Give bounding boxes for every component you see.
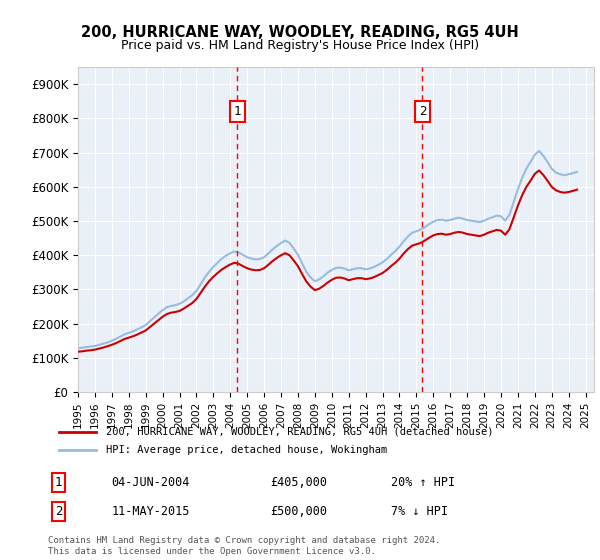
Text: Contains HM Land Registry data © Crown copyright and database right 2024.
This d: Contains HM Land Registry data © Crown c…: [48, 536, 440, 556]
Text: 200, HURRICANE WAY, WOODLEY, READING, RG5 4UH (detached house): 200, HURRICANE WAY, WOODLEY, READING, RG…: [106, 427, 494, 437]
Text: HPI: Average price, detached house, Wokingham: HPI: Average price, detached house, Woki…: [106, 445, 388, 455]
Text: 2: 2: [419, 105, 426, 118]
Text: 04-JUN-2004: 04-JUN-2004: [112, 477, 190, 489]
Text: £500,000: £500,000: [270, 505, 327, 517]
Text: 1: 1: [55, 477, 62, 489]
Text: £405,000: £405,000: [270, 477, 327, 489]
Text: 1: 1: [233, 105, 241, 118]
Text: Price paid vs. HM Land Registry's House Price Index (HPI): Price paid vs. HM Land Registry's House …: [121, 39, 479, 52]
Text: 20% ↑ HPI: 20% ↑ HPI: [391, 477, 455, 489]
Text: 7% ↓ HPI: 7% ↓ HPI: [391, 505, 448, 517]
Text: 200, HURRICANE WAY, WOODLEY, READING, RG5 4UH: 200, HURRICANE WAY, WOODLEY, READING, RG…: [81, 25, 519, 40]
Text: 2: 2: [55, 505, 62, 517]
Text: 11-MAY-2015: 11-MAY-2015: [112, 505, 190, 517]
